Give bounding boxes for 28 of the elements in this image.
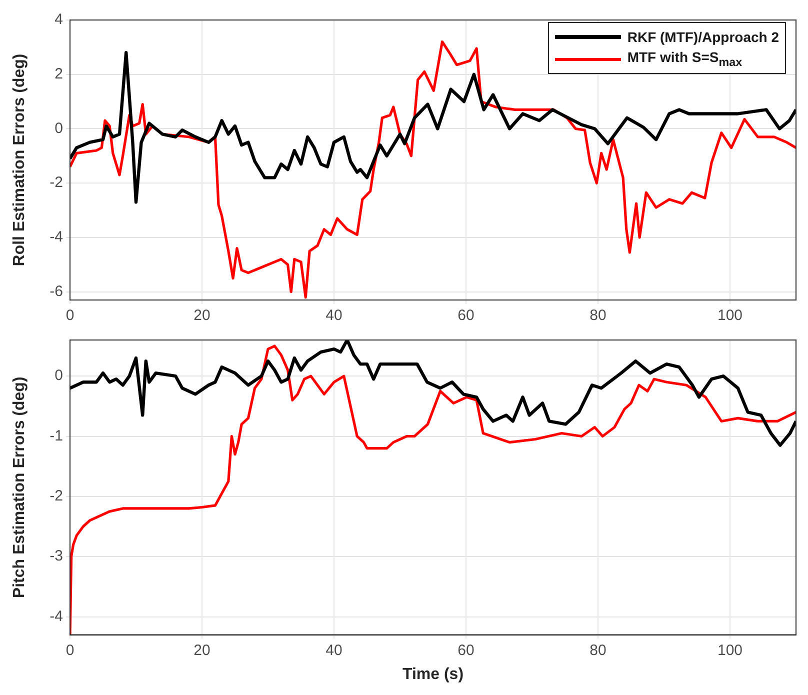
x-tick-label: 60 [458, 307, 474, 324]
x-tick-label: 40 [326, 642, 342, 659]
y-tick-label: 4 [54, 11, 63, 28]
legend-label: RKF (MTF)/Approach 2 [627, 29, 779, 45]
x-tick-label: 80 [590, 642, 606, 659]
y-tick-label: -3 [50, 548, 63, 565]
x-tick-label: 20 [194, 307, 210, 324]
legend-label: MTF with S=S$_{max}$ [627, 49, 742, 69]
x-tick-label: 100 [717, 642, 743, 659]
y-tick-label: -6 [50, 282, 63, 300]
x-tick-label: 40 [326, 307, 342, 324]
x-tick-label: 60 [458, 642, 474, 659]
x-tick-label: 0 [66, 307, 74, 324]
y-tick-label: -4 [50, 608, 63, 625]
y-axis-title: Pitch Estimation Errors (deg) [11, 376, 28, 598]
x-tick-label: 0 [66, 642, 74, 659]
x-tick-label: 20 [194, 642, 210, 659]
y-tick-label: 0 [54, 367, 63, 384]
y-tick-label: -1 [50, 427, 63, 444]
x-tick-label: 100 [717, 307, 743, 324]
x-tick-label: 80 [590, 307, 606, 324]
y-tick-label: -2 [50, 174, 63, 192]
y-axis-title: Roll Estimation Errors (deg) [11, 54, 28, 266]
y-tick-label: 2 [54, 66, 63, 83]
x-axis-title: Time (s) [402, 666, 464, 683]
y-tick-label: -2 [50, 488, 63, 505]
y-tick-label: -4 [50, 228, 63, 246]
y-tick-label: 0 [54, 120, 63, 137]
